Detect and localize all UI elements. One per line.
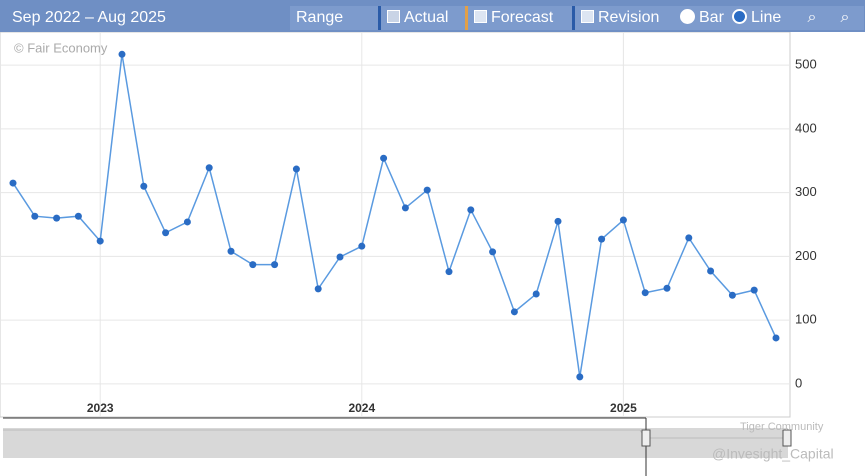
chart: © Fair Economy Tiger Community @Invesigh… xyxy=(0,32,834,476)
data-point xyxy=(74,212,82,220)
source-note: © Fair Economy xyxy=(14,40,108,55)
data-point xyxy=(532,290,540,298)
data-point xyxy=(707,267,715,275)
bar-toggle[interactable]: Bar xyxy=(674,6,732,30)
data-point xyxy=(663,284,671,292)
data-point xyxy=(205,164,213,172)
zoom-in[interactable]: ⌕ xyxy=(792,6,832,30)
y-tick-label: 100 xyxy=(795,312,817,327)
y-tick-label: 400 xyxy=(795,120,817,135)
forecast-label: Forecast xyxy=(491,9,554,26)
data-point xyxy=(728,291,736,299)
data-point xyxy=(227,247,235,255)
data-point xyxy=(314,285,322,293)
data-point xyxy=(140,182,148,190)
data-point xyxy=(685,234,693,242)
data-point xyxy=(31,212,39,220)
data-point xyxy=(96,237,104,245)
range-button[interactable]: Range xyxy=(290,6,380,30)
watermark: Tiger Community xyxy=(740,421,824,433)
watermark: @Invesight_Capital xyxy=(712,446,834,462)
y-tick-label: 300 xyxy=(795,184,817,199)
y-tick-label: 0 xyxy=(795,375,802,390)
line-label: Line xyxy=(751,9,782,26)
x-tick-label: 2024 xyxy=(348,401,375,415)
revision-label: Revision xyxy=(598,9,660,26)
y-tick-label: 200 xyxy=(795,248,817,263)
data-point xyxy=(772,334,780,342)
data-point xyxy=(467,206,475,214)
data-point xyxy=(619,216,627,224)
data-point xyxy=(489,248,497,256)
x-tick-label: 2023 xyxy=(87,401,114,415)
data-point xyxy=(401,204,409,212)
data-point xyxy=(358,242,366,250)
y-tick-label: 500 xyxy=(795,57,817,72)
series-line xyxy=(12,54,777,377)
data-point xyxy=(576,373,584,381)
line-toggle[interactable]: Line xyxy=(726,6,794,30)
data-point xyxy=(750,286,758,294)
data-point xyxy=(336,253,344,261)
plot-area xyxy=(0,32,791,418)
data-point xyxy=(510,308,518,316)
zoom-out[interactable]: ⌕ xyxy=(826,6,864,30)
data-point xyxy=(9,179,17,187)
navigator-handle[interactable] xyxy=(641,429,651,447)
data-point xyxy=(271,261,279,269)
x-tick-label: 2025 xyxy=(610,401,637,415)
data-point xyxy=(380,154,388,162)
navigator-handle[interactable] xyxy=(782,429,792,447)
data-point xyxy=(162,229,170,237)
toolbar: Sep 2022 – Aug 2025 Range Actual Forecas… xyxy=(0,0,865,32)
actual-label: Actual xyxy=(404,9,449,26)
data-point xyxy=(423,186,431,194)
navigator xyxy=(3,428,788,458)
forecast-toggle[interactable]: Forecast xyxy=(465,6,572,30)
actual-toggle[interactable]: Actual xyxy=(378,6,473,30)
data-point xyxy=(445,268,453,276)
revision-toggle[interactable]: Revision xyxy=(572,6,677,30)
data-point xyxy=(641,289,649,297)
bar-label: Bar xyxy=(699,9,724,26)
range-label: Range xyxy=(296,9,344,26)
data-point xyxy=(554,217,562,225)
range-text: Sep 2022 – Aug 2025 xyxy=(12,9,166,26)
data-point xyxy=(118,50,126,58)
data-point xyxy=(598,235,606,243)
data-point xyxy=(292,165,300,173)
data-point xyxy=(183,218,191,226)
data-point xyxy=(53,214,61,222)
data-point xyxy=(249,261,257,269)
